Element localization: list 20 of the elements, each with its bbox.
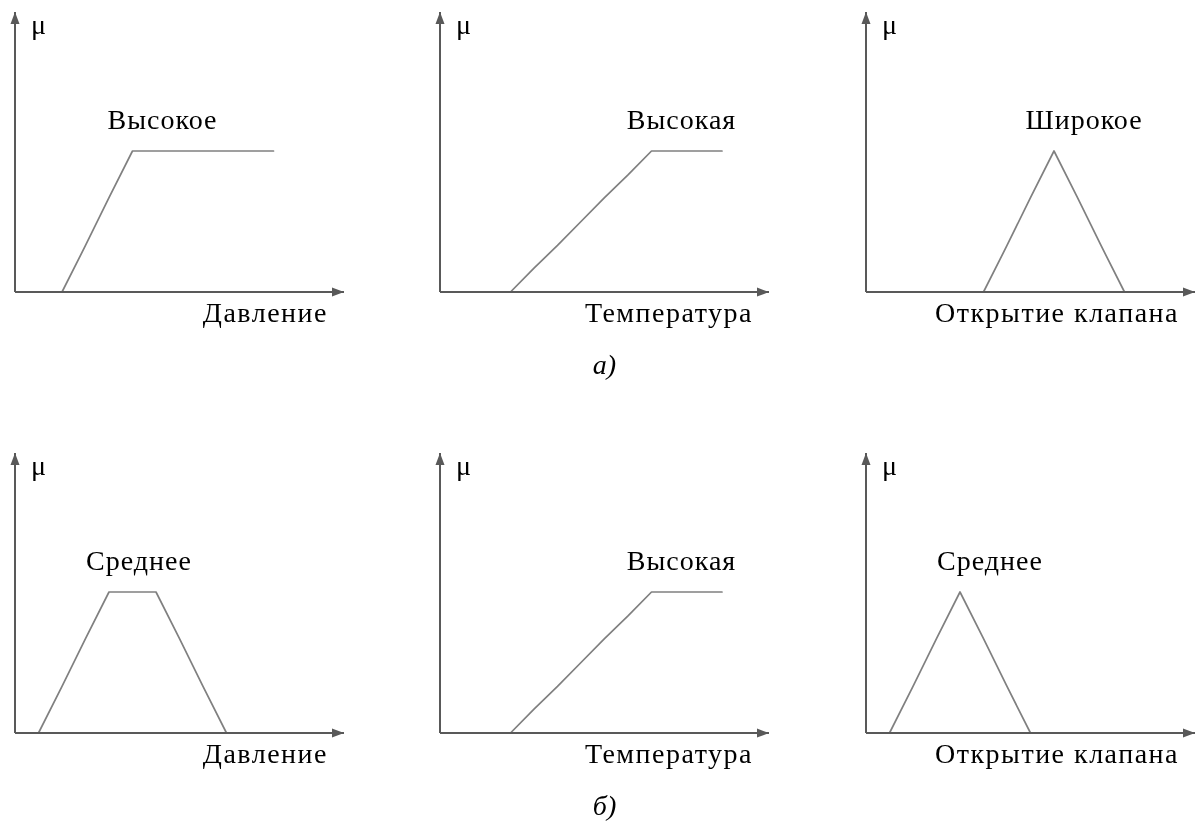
series-label: Высокая bbox=[626, 545, 737, 576]
series-label: Среднее bbox=[86, 545, 192, 576]
y-axis-title: μ bbox=[456, 9, 472, 40]
y-axis-title: μ bbox=[882, 9, 898, 40]
x-axis-title: Открытие клапана bbox=[935, 738, 1179, 769]
series-label: Среднее bbox=[937, 545, 1043, 576]
x-axis-title: Давление bbox=[202, 297, 328, 328]
series-label: Широкое bbox=[1025, 104, 1143, 135]
x-axis-title: Температура bbox=[584, 297, 753, 328]
x-axis-title: Открытие клапана bbox=[935, 297, 1179, 328]
y-axis-title: μ bbox=[456, 450, 472, 481]
text: б) bbox=[592, 790, 617, 821]
y-axis-title: μ bbox=[31, 9, 47, 40]
x-axis-title: Температура bbox=[584, 738, 753, 769]
series-label: Высокая bbox=[626, 104, 737, 135]
y-axis-title: μ bbox=[882, 450, 898, 481]
y-axis-title: μ bbox=[31, 450, 47, 481]
series-label: Высокое bbox=[107, 104, 218, 135]
text: а) bbox=[592, 349, 617, 380]
x-axis-title: Давление bbox=[202, 738, 328, 769]
